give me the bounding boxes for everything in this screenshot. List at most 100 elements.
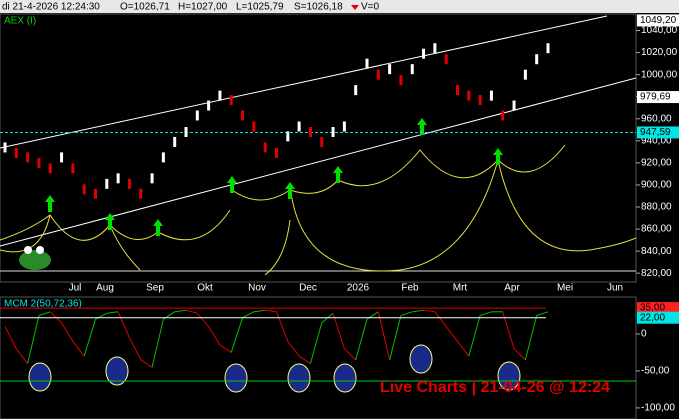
osc-segment: [61, 322, 74, 342]
osc-segment: [196, 312, 210, 327]
candle: [241, 110, 245, 121]
osc-title: MCM 2(50,72,36): [4, 299, 82, 310]
osc-segment: [27, 315, 40, 364]
candle: [218, 90, 222, 101]
osc-segment: [309, 322, 323, 364]
candle: [489, 90, 493, 101]
osc-panel: [0, 296, 637, 419]
price-marker-label: 947,59: [640, 127, 671, 138]
candle: [150, 173, 154, 184]
osc-segment: [344, 348, 357, 361]
price-marker-label: 35,00: [640, 303, 665, 314]
osc-segment: [117, 311, 130, 338]
header-date: di 21-4-2026 12:24:30: [2, 2, 100, 13]
x-tick-label: Jun: [607, 283, 623, 294]
y-tick-label: 1000,00: [641, 69, 678, 80]
osc-segment: [434, 311, 447, 327]
cycle-ellipses: [28, 344, 521, 393]
candle: [410, 64, 414, 75]
y-tick-label: -100,00: [641, 403, 675, 414]
candle: [116, 173, 120, 184]
candle: [82, 184, 86, 195]
watermark: Live Charts | 21-04-26 @ 12:24: [380, 379, 610, 396]
candle: [60, 152, 64, 163]
osc-segment: [400, 311, 413, 316]
x-tick-label: Nov: [248, 283, 266, 294]
osc-segment: [253, 309, 266, 313]
x-tick-label: Jul: [69, 283, 82, 294]
y-tick-label: 1020,00: [641, 47, 678, 58]
y-tick-label: 820,00: [641, 268, 672, 279]
y-tick-label: 920,00: [641, 158, 672, 169]
osc-segment: [355, 319, 368, 360]
x-tick-label: Aug: [96, 283, 114, 294]
candle: [478, 95, 482, 106]
trendline: [0, 77, 637, 247]
candle: [37, 157, 41, 168]
candle: [546, 43, 550, 54]
candle: [456, 85, 459, 96]
candle: [127, 178, 131, 189]
y-tick-label: 960,00: [641, 113, 672, 124]
price-marker: [637, 126, 679, 139]
candle: [365, 58, 369, 69]
x-tick-label: Mei: [557, 283, 573, 294]
osc-segment: [389, 315, 402, 360]
osc-segment: [242, 311, 255, 319]
x-tick-label: 2026: [347, 283, 370, 294]
down-arrow: [351, 5, 359, 10]
osc-segment: [4, 326, 17, 349]
osc-segment: [140, 359, 153, 368]
osc-segment: [298, 355, 311, 364]
osc-segment: [72, 341, 85, 357]
osc-segment: [513, 348, 526, 361]
header-high: H=1027,00: [178, 2, 228, 13]
header-close: S=1026,18: [294, 2, 343, 13]
candle: [523, 69, 527, 80]
price-marker: [637, 302, 679, 315]
osc-segment: [457, 341, 470, 357]
candle: [422, 48, 426, 59]
x-tick-label: Dec: [299, 283, 317, 294]
y-tick-label: -50,00: [641, 366, 670, 377]
candle: [342, 121, 346, 132]
candle: [297, 121, 301, 132]
candle: [512, 100, 516, 111]
candle: [433, 43, 437, 54]
price-panel: [0, 13, 637, 283]
osc-segment: [276, 311, 289, 342]
price-marker: [637, 91, 679, 104]
candle: [331, 127, 335, 138]
osc-segment: [423, 309, 435, 313]
candle: [320, 136, 324, 147]
osc-segment: [38, 311, 51, 316]
candle: [275, 147, 278, 158]
osc-segment: [265, 309, 277, 313]
osc-segment: [287, 341, 300, 357]
osc-segment: [185, 309, 198, 314]
candle: [48, 163, 52, 174]
candle: [105, 178, 109, 189]
y-tick-label: 840,00: [641, 246, 672, 257]
candle: [263, 142, 267, 153]
candle: [252, 121, 256, 132]
osc-segment: [208, 326, 221, 346]
candle: [195, 110, 199, 121]
osc-segment: [174, 309, 187, 313]
x-tick-label: Feb: [401, 283, 419, 294]
candle: [308, 127, 312, 138]
osc-segment: [332, 313, 345, 349]
candle: [3, 142, 7, 153]
candle: [184, 127, 188, 138]
header-open: O=1026,71: [120, 2, 170, 13]
candle: [535, 54, 539, 65]
candle: [94, 188, 97, 199]
trendline: [0, 15, 608, 149]
candle: [286, 131, 290, 142]
osc-segment: [377, 311, 391, 360]
osc-segment: [106, 311, 119, 314]
candle: [399, 75, 403, 86]
osc-segment: [479, 311, 492, 316]
cycle-arrows: [45, 118, 503, 236]
